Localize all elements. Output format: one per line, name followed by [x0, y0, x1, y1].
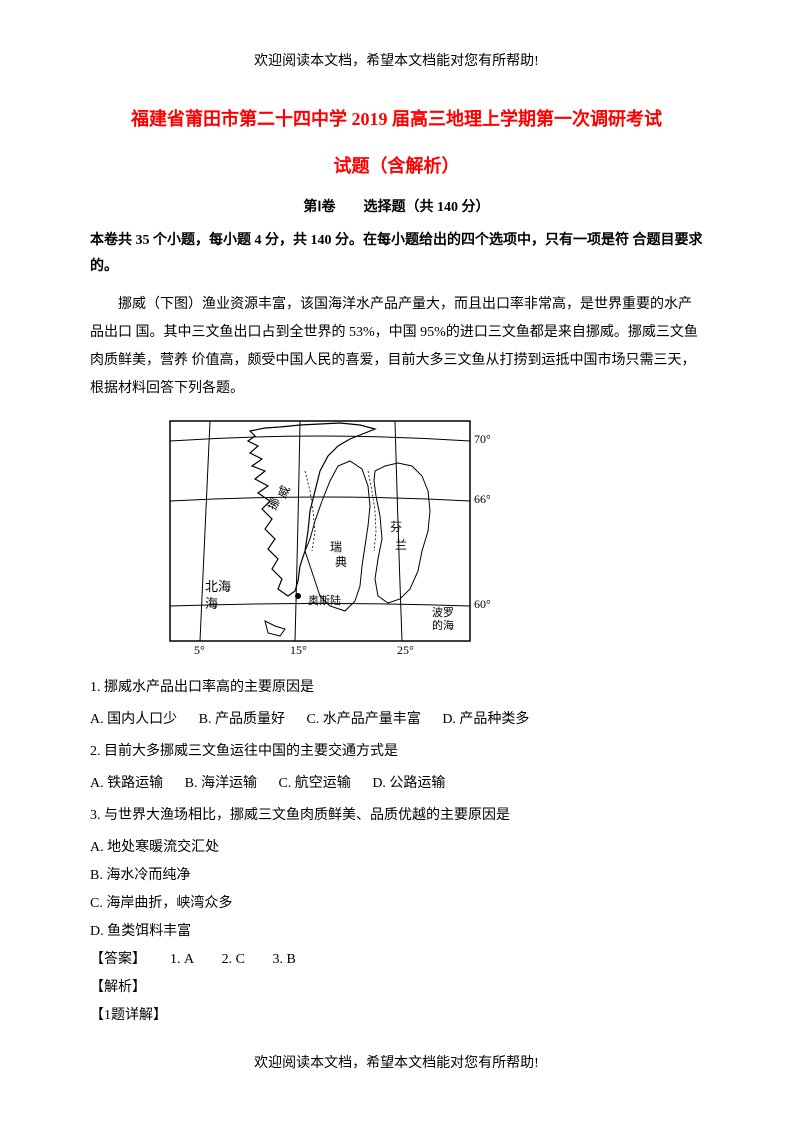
svg-text:5°: 5° [194, 643, 205, 657]
question-1-options: A. 国内人口少 B. 产品质量好 C. 水产品产量丰富 D. 产品种类多 [90, 706, 703, 734]
passage-text: 挪威（下图）渔业资源丰富，该国海洋水产品产量大，而且出口率非常高，是世界重要的水… [90, 291, 703, 403]
question-3: 3. 与世界大渔场相比，挪威三文鱼肉质鲜美、品质优越的主要原因是 [90, 802, 703, 830]
instructions: 本卷共 35 个小题，每小题 4 分，共 140 分。在每小题给出的四个选项中，… [90, 228, 703, 281]
svg-text:奥斯陆: 奥斯陆 [308, 593, 341, 607]
footer-message: 欢迎阅读本文档，希望本文档能对您有所帮助! [0, 1052, 793, 1072]
svg-text:25°: 25° [397, 643, 414, 657]
q1-opt-a: A. 国内人口少 [90, 712, 177, 727]
norway-map-svg: 北海 海 挪 威 瑞 典 奥斯陆 芬 兰 波罗 的海 5° 15° 25° 70… [150, 411, 490, 661]
exam-title-sub: 试题（含解析） [90, 152, 703, 178]
q2-opt-c: C. 航空运输 [278, 776, 350, 791]
svg-text:瑞: 瑞 [330, 540, 342, 554]
q3-opt-b: B. 海水冷而纯净 [90, 862, 703, 890]
q1-opt-b: B. 产品质量好 [199, 712, 285, 727]
answer-1: 1. A [170, 952, 194, 967]
svg-text:芬: 芬 [390, 520, 402, 534]
question-1: 1. 挪威水产品出口率高的主要原因是 [90, 674, 703, 702]
q3-opt-c: C. 海岸曲折，峡湾众多 [90, 890, 703, 918]
question-2: 2. 目前大多挪威三文鱼运往中国的主要交通方式是 [90, 738, 703, 766]
svg-text:60°: 60° [474, 597, 490, 611]
question-2-options: A. 铁路运输 B. 海洋运输 C. 航空运输 D. 公路运输 [90, 770, 703, 798]
q3-opt-a: A. 地处寒暖流交汇处 [90, 834, 703, 862]
q1-opt-d: D. 产品种类多 [442, 712, 529, 727]
q2-opt-a: A. 铁路运输 [90, 776, 163, 791]
svg-text:兰: 兰 [395, 538, 407, 552]
answer-label: 【答案】 [90, 952, 146, 967]
answer-2: 2. C [222, 952, 245, 967]
section-header: 第Ⅰ卷 选择题（共 140 分） [90, 196, 703, 216]
svg-text:海: 海 [205, 596, 218, 611]
map-figure: 北海 海 挪 威 瑞 典 奥斯陆 芬 兰 波罗 的海 5° 15° 25° 70… [150, 411, 703, 666]
svg-text:典: 典 [335, 555, 347, 569]
answers: 【答案】 1. A 2. C 3. B [90, 946, 703, 974]
exam-title-main: 福建省莆田市第二十四中学 2019 届高三地理上学期第一次调研考试 [90, 105, 703, 134]
svg-text:的海: 的海 [432, 618, 454, 632]
svg-text:波罗: 波罗 [432, 606, 454, 619]
q2-opt-b: B. 海洋运输 [185, 776, 257, 791]
q1-opt-c: C. 水产品产量丰富 [306, 712, 420, 727]
analysis-label: 【解析】 [90, 974, 703, 1002]
q2-opt-d: D. 公路运输 [372, 776, 445, 791]
svg-text:70°: 70° [474, 432, 490, 446]
svg-text:66°34': 66°34' [474, 492, 490, 506]
header-message: 欢迎阅读本文档，希望本文档能对您有所帮助! [90, 50, 703, 70]
answer-3: 3. B [272, 952, 295, 967]
q3-opt-d: D. 鱼类饵料丰富 [90, 918, 703, 946]
label-northsea: 北海 [205, 579, 231, 594]
detail-1-label: 【1题详解】 [90, 1002, 703, 1030]
svg-text:15°: 15° [290, 643, 307, 657]
